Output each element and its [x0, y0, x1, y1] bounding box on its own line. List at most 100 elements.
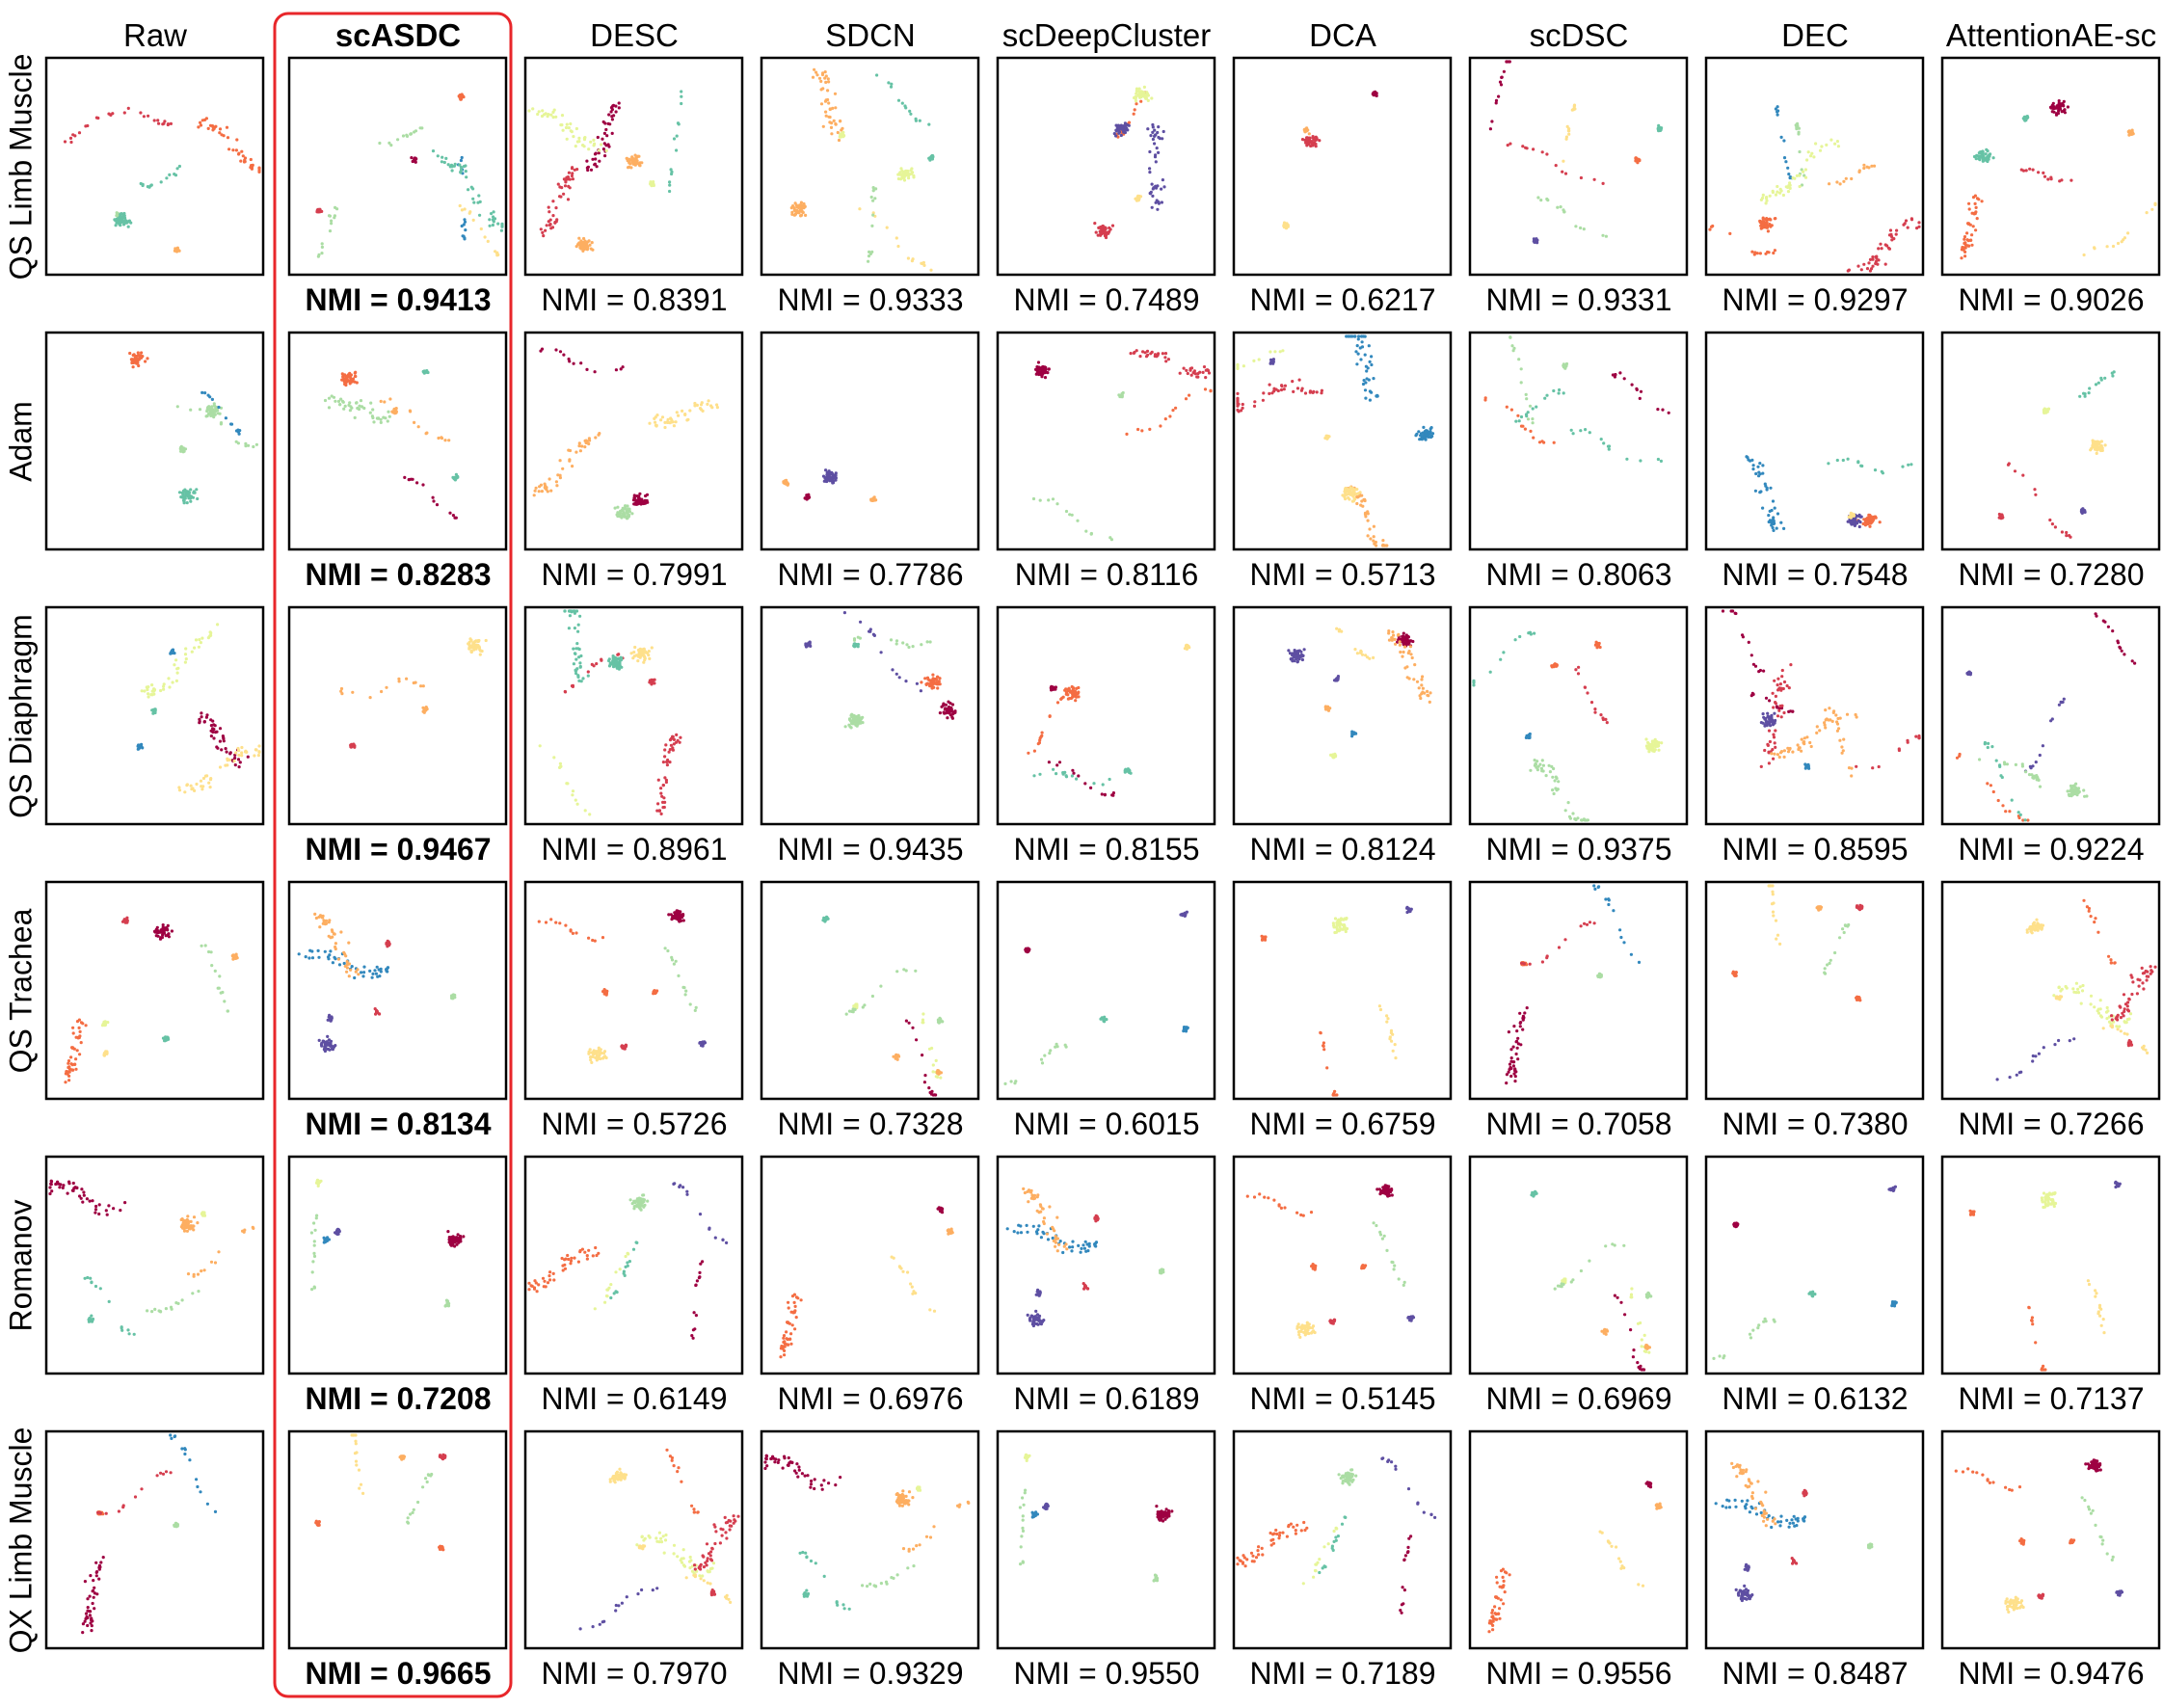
data-point [1282, 223, 1286, 227]
data-point [317, 915, 321, 920]
data-point [1855, 764, 1858, 768]
data-point [1125, 432, 1129, 436]
data-point [677, 414, 681, 417]
data-point [1427, 694, 1430, 698]
cluster [1112, 121, 1131, 138]
data-point [216, 409, 220, 413]
data-point [1728, 231, 1732, 235]
data-point [2057, 99, 2061, 103]
data-point [850, 720, 854, 724]
data-point [1780, 668, 1784, 673]
data-point [1969, 238, 1973, 242]
data-point [477, 638, 481, 643]
panel-frame [996, 56, 1216, 277]
data-point [574, 657, 578, 661]
data-point [2016, 811, 2020, 814]
cluster [1827, 457, 1913, 475]
panel-qs-limb-muscle-dca [1232, 56, 1453, 277]
data-point [1381, 539, 1385, 543]
data-point [2093, 246, 2096, 250]
cluster [2006, 462, 2072, 539]
data-point [405, 133, 409, 137]
data-point [1355, 344, 1359, 348]
data-point [1531, 421, 1535, 425]
data-point [103, 1024, 107, 1027]
data-point [416, 425, 420, 429]
data-point [676, 738, 680, 742]
data-point [187, 494, 191, 497]
data-point [387, 410, 390, 414]
data-point [376, 974, 380, 978]
data-point [633, 163, 637, 167]
data-point [1823, 721, 1827, 725]
data-point [1761, 721, 1765, 725]
data-point [605, 134, 609, 138]
data-point [340, 399, 345, 403]
data-point [679, 735, 682, 739]
data-point [459, 97, 463, 101]
data-point [1802, 173, 1806, 177]
data-point [1093, 222, 1097, 226]
data-point [1586, 818, 1589, 822]
data-point [1289, 657, 1293, 661]
cluster [1236, 349, 1285, 370]
data-point [597, 151, 601, 155]
data-point [668, 180, 672, 184]
data-point [1353, 497, 1357, 501]
data-point [1364, 396, 1368, 400]
data-point [914, 119, 919, 122]
data-point [1052, 687, 1055, 691]
data-point [1852, 514, 1856, 519]
panel-qs-diaphragm-dca [1232, 605, 1453, 826]
data-point [629, 166, 633, 170]
data-point [1055, 502, 1059, 506]
data-point [165, 1038, 169, 1042]
data-point [826, 97, 830, 102]
data-point [136, 351, 140, 355]
data-point [1360, 334, 1364, 338]
data-point [588, 439, 592, 442]
data-point [563, 690, 568, 694]
data-point [374, 1012, 378, 1016]
data-point [795, 205, 799, 209]
data-point [538, 744, 542, 748]
data-point [1797, 132, 1801, 136]
data-point [257, 167, 261, 171]
cluster [313, 912, 360, 978]
data-point [1774, 694, 1777, 699]
data-point [1148, 167, 1152, 171]
data-point [403, 475, 407, 479]
data-point [1870, 267, 1874, 271]
data-point [1369, 537, 1373, 541]
data-point [622, 506, 626, 511]
data-point [908, 109, 912, 113]
data-point [1868, 524, 1872, 528]
data-point [589, 168, 594, 172]
data-point [74, 1067, 78, 1071]
data-point [75, 1020, 80, 1024]
cluster [390, 407, 398, 415]
data-point [152, 688, 157, 692]
panel-adam-dca [1232, 331, 1453, 551]
data-point [164, 934, 168, 938]
data-point [551, 116, 555, 120]
data-point [544, 228, 547, 232]
data-point [1639, 459, 1642, 463]
data-point [218, 974, 222, 978]
cluster [1049, 684, 1057, 692]
data-point [533, 489, 537, 493]
cluster [421, 706, 429, 714]
data-point [907, 645, 911, 650]
data-point [120, 212, 123, 216]
data-point [1125, 122, 1129, 126]
data-point [1193, 372, 1197, 376]
data-point [2014, 762, 2017, 767]
data-point [2048, 518, 2052, 522]
data-point [2065, 530, 2069, 535]
data-point [1545, 393, 1549, 397]
data-point [1763, 748, 1767, 753]
data-point [824, 114, 828, 118]
data-point [333, 932, 336, 936]
data-point [1494, 101, 1498, 105]
data-point [1871, 257, 1875, 261]
